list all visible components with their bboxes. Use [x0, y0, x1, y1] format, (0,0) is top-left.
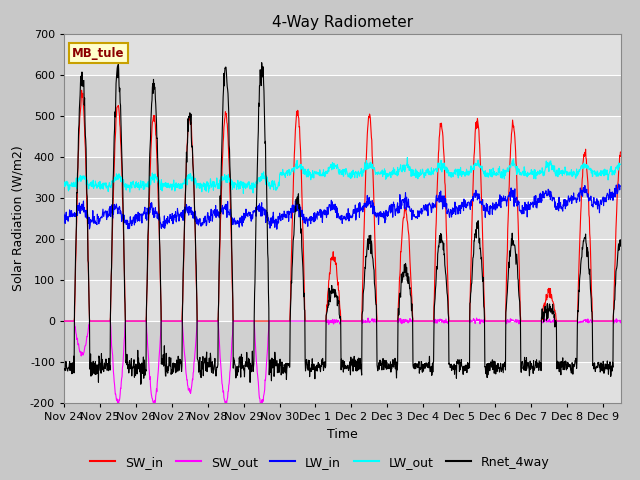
Bar [64, 239, 621, 280]
Bar [64, 34, 621, 75]
Bar [64, 321, 621, 362]
Bar [64, 280, 621, 321]
X-axis label: Time: Time [327, 428, 358, 441]
Legend: SW_in, SW_out, LW_in, LW_out, Rnet_4way: SW_in, SW_out, LW_in, LW_out, Rnet_4way [85, 451, 555, 474]
Bar [64, 75, 621, 116]
Bar [64, 362, 621, 403]
Title: 4-Way Radiometer: 4-Way Radiometer [272, 15, 413, 30]
Bar [64, 116, 621, 157]
Text: MB_tule: MB_tule [72, 47, 125, 60]
Y-axis label: Solar Radiation (W/m2): Solar Radiation (W/m2) [12, 145, 24, 291]
Bar [64, 157, 621, 198]
Bar [64, 198, 621, 239]
